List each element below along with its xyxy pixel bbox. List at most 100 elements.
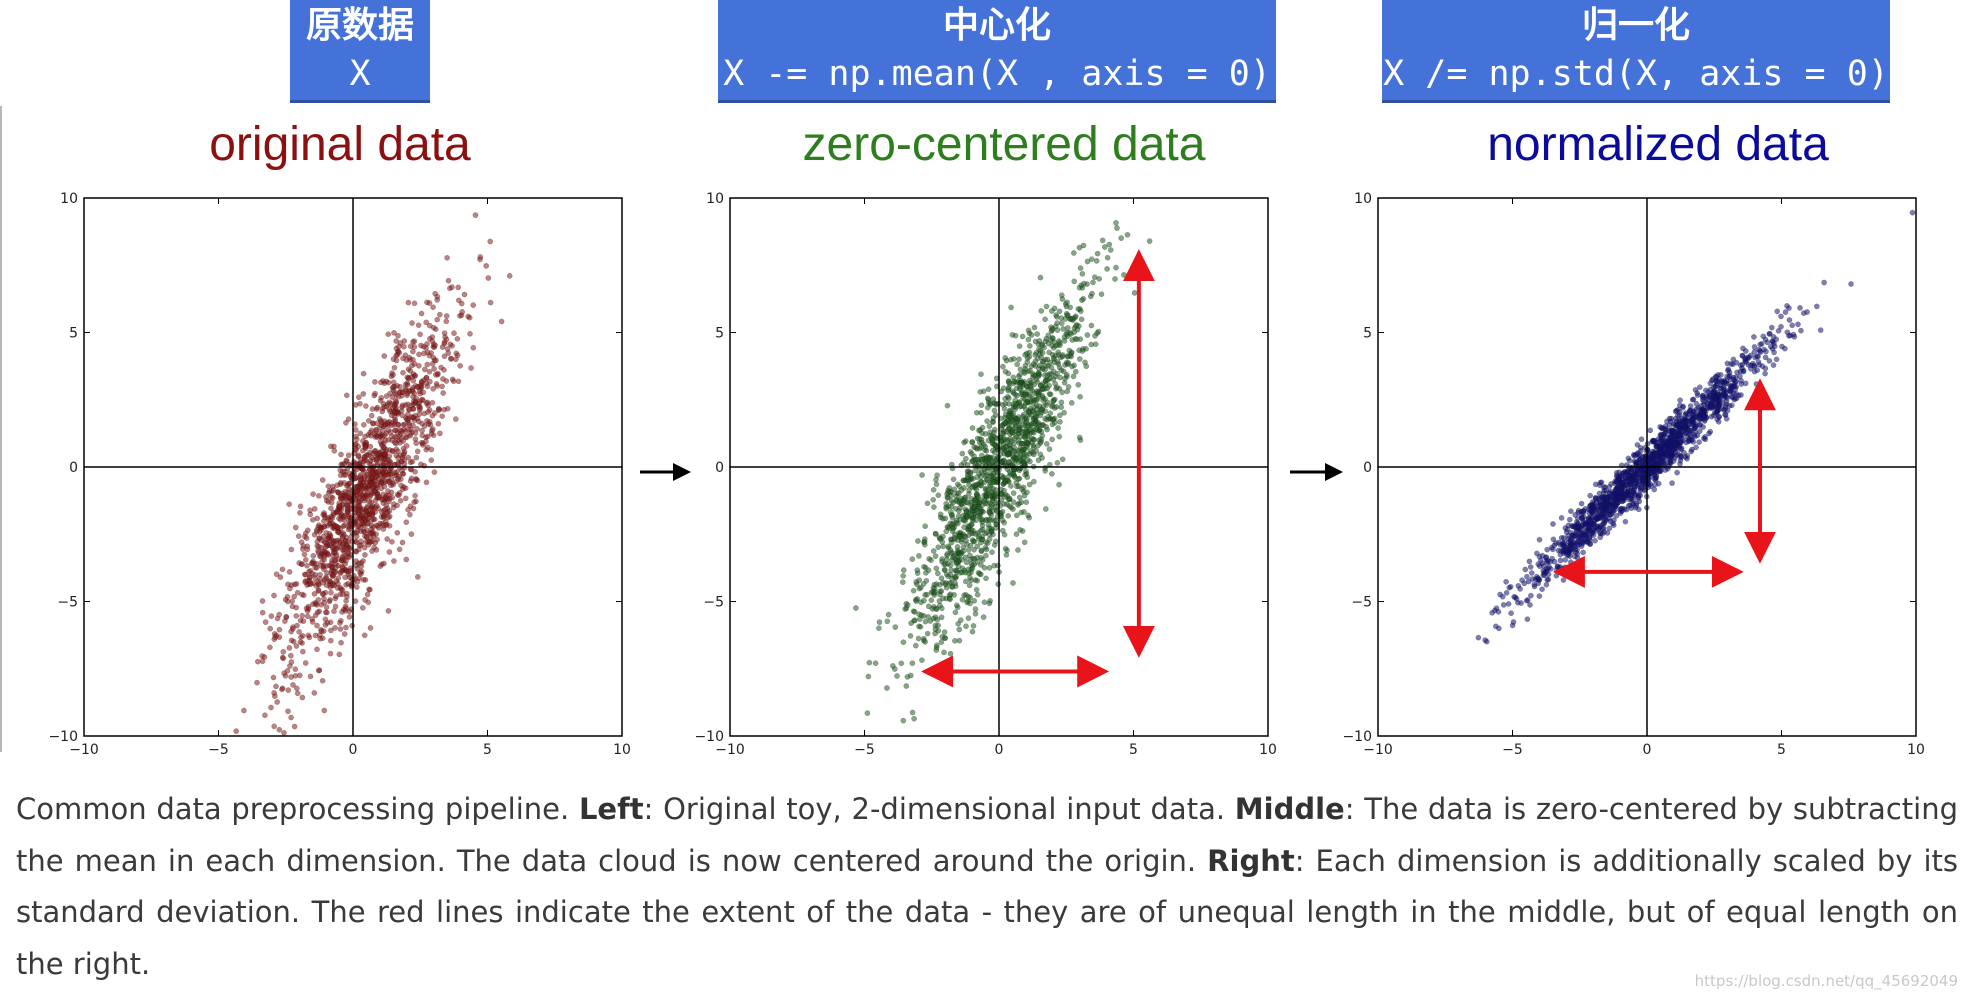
data-point [1025,409,1032,416]
data-point [1009,429,1016,436]
data-point [1622,491,1629,498]
data-point [288,674,294,680]
data-point [345,526,352,533]
data-point [974,463,981,469]
data-point [969,425,976,431]
data-point [1742,356,1749,363]
data-point [391,329,397,336]
data-point [425,409,431,415]
data-point [1001,487,1007,494]
chart-title: zero-centered data [803,118,1206,171]
data-point [354,528,360,534]
data-point [1760,333,1767,340]
data-point [1676,432,1683,438]
data-point [1773,356,1780,363]
data-point [424,418,430,424]
data-point [337,584,344,591]
data-point [357,512,364,519]
data-point [434,316,441,323]
data-point [449,284,455,290]
data-point [1112,276,1118,282]
data-point [983,546,990,553]
preprocessing-charts: original data−1010−55005−510−10zero-cent… [48,118,1924,758]
data-point [1751,349,1758,355]
data-point [1672,439,1678,446]
data-point [303,535,310,542]
data-point [1496,625,1502,632]
data-point [973,517,980,523]
data-point [1574,554,1581,561]
data-point [921,563,927,570]
data-point [915,538,921,544]
data-point [386,453,393,460]
data-point [1771,349,1777,356]
data-point [386,549,393,555]
data-point [402,433,409,440]
data-point [343,624,349,631]
data-point [1560,547,1567,554]
data-point [441,340,448,347]
data-point [1757,341,1764,348]
data-point [976,504,983,511]
data-point [320,533,327,540]
data-point [1068,400,1075,406]
data-point [365,599,372,606]
data-point [428,457,435,464]
data-point [304,546,311,553]
data-point [429,399,436,406]
data-point [986,565,993,571]
data-point [1513,596,1520,602]
data-point [1124,231,1131,238]
data-point [424,444,431,451]
data-point [974,577,981,584]
x-tick-label: 10 [613,742,631,758]
data-point [1674,469,1680,476]
data-point [341,631,348,637]
data-point [443,336,450,343]
data-point [498,318,505,325]
data-point [391,364,398,371]
data-point [354,565,361,572]
data-point [1005,395,1012,402]
data-point [1619,505,1626,512]
data-point [1052,352,1059,359]
data-point [418,382,424,389]
data-point [336,502,343,509]
data-point [406,422,413,428]
data-point [372,497,379,504]
data-point [1557,557,1564,564]
data-point [974,554,981,561]
data-point [353,441,359,447]
data-point [1695,404,1702,411]
data-point [325,489,332,496]
y-tick-label: −5 [57,595,78,611]
data-point [331,557,338,564]
data-point [1072,368,1079,375]
data-point [1050,398,1057,404]
data-point [989,497,996,504]
data-point [400,369,406,376]
data-point [396,350,403,356]
data-point [922,639,928,645]
data-point [990,396,997,402]
data-point [416,388,423,395]
data-point [1745,361,1752,368]
data-point [1015,373,1022,380]
data-point [1014,483,1020,490]
data-point [1603,507,1610,513]
data-point [1475,634,1482,641]
data-point [369,481,375,488]
data-point [428,350,435,356]
data-point [370,516,377,522]
data-point [289,603,296,610]
data-point [992,538,999,545]
data-point [1088,322,1095,329]
data-point [455,378,462,385]
data-point [1545,576,1552,583]
data-point [1721,379,1728,386]
data-point [1005,451,1011,458]
data-point [254,679,260,686]
data-point [336,651,343,658]
data-point [1037,412,1044,419]
data-point [1732,385,1739,392]
